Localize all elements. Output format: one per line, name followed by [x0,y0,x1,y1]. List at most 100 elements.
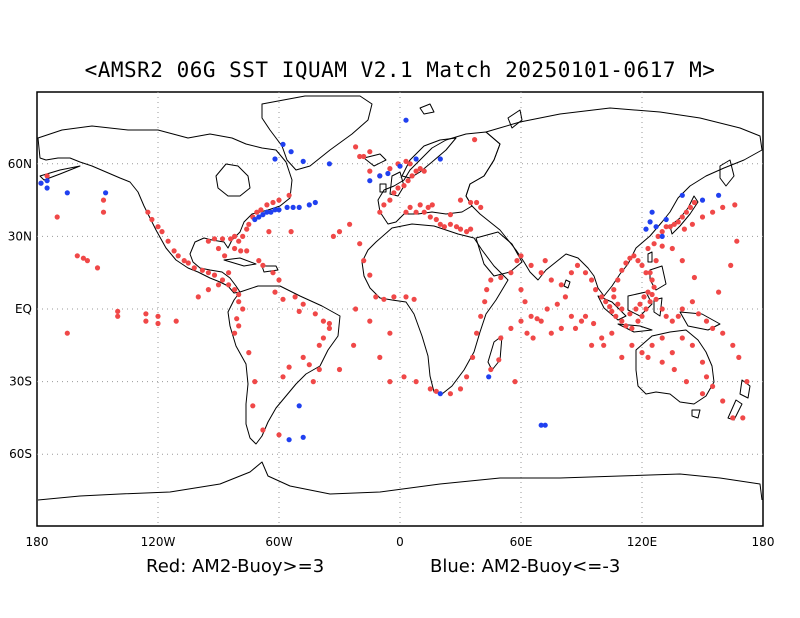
red-match-point [401,374,407,380]
red-match-point [562,294,569,300]
red-match-point [421,209,427,215]
red-match-point [236,238,242,244]
red-match-point [244,248,250,254]
blue-match-point [276,207,282,213]
blue-match-point [486,374,492,380]
red-match-point [613,313,619,319]
y-tick-label: 60N [8,157,32,171]
red-match-point [403,209,409,215]
blue-match-point [260,212,266,218]
red-match-point [720,204,726,210]
red-match-point [433,216,439,223]
coast-philippines [649,265,667,291]
x-tick-label: 0 [396,535,404,549]
red-match-point [639,313,645,319]
red-match-point [601,342,607,348]
red-match-point [232,245,238,252]
blue-match-point [397,163,403,169]
red-match-point [252,379,258,385]
red-match-point [300,354,306,360]
red-match-point [407,161,413,167]
red-match-point [653,258,659,264]
red-match-point [633,306,639,312]
red-match-point [484,287,490,293]
red-match-point [234,316,240,322]
coast-sulawesi [653,297,663,317]
map-title: <AMSR2 06G SST IQUAM V2.1 Match 20250101… [84,58,716,82]
red-match-point [669,318,675,324]
red-match-point [623,323,629,329]
legend-red-label: Red: AM2-Buoy>=3 [146,556,325,577]
coast-iceland [363,153,387,167]
red-match-point [115,308,121,314]
red-match-point [645,245,651,252]
blue-match-point [280,141,286,147]
red-match-point [548,330,554,336]
blue-match-point [300,158,306,164]
x-tick-label: 180 [752,535,775,549]
red-match-point [236,291,242,298]
x-tick-label: 60W [265,535,292,549]
red-match-point [582,313,589,319]
red-match-point [695,311,702,317]
blue-match-point [653,224,659,230]
red-match-point [679,335,685,341]
red-points-layer [38,137,750,438]
red-match-point [689,342,696,348]
red-match-point [236,299,242,305]
red-match-point [679,258,685,264]
red-match-point [165,238,171,244]
red-match-point [544,306,550,312]
blue-match-point [326,161,332,167]
blue-match-point [306,202,312,208]
legend-blue-label: Blue: AM2-Buoy<=-3 [430,556,621,577]
graticule [37,92,763,526]
blue-points-layer [38,117,722,443]
blue-match-point [659,233,665,239]
red-match-point [659,243,665,249]
red-match-point [609,308,615,314]
red-match-point [468,199,474,206]
red-match-point [720,330,726,336]
red-match-point [457,386,464,392]
red-match-point [381,202,387,208]
red-match-point [276,197,282,203]
red-match-point [518,253,524,259]
red-match-point [530,335,536,341]
blue-match-point [44,185,50,191]
red-match-point [195,294,201,300]
coast-ireland [379,183,387,193]
red-match-point [474,330,480,336]
blue-match-point [286,437,292,443]
blue-match-point [38,180,44,186]
red-match-point [405,178,411,184]
red-match-point [655,233,661,239]
red-match-point [716,289,722,295]
blue-match-point [44,178,50,184]
red-match-point [219,277,226,283]
coast-antarctica [37,461,763,501]
red-match-point [574,262,581,268]
blue-match-point [542,422,548,428]
red-match-point [175,253,181,259]
red-match-point [155,224,161,230]
red-match-point [558,282,564,288]
red-match-point [403,158,409,164]
red-match-point [306,362,312,368]
coast-taiwan [647,251,653,263]
red-match-point [391,190,397,196]
red-match-point [336,366,343,373]
blue-match-point [437,391,443,397]
red-match-point [238,248,244,254]
red-match-point [736,354,742,360]
blue-match-point [256,214,262,220]
red-match-point [643,306,649,312]
red-match-point [353,306,359,312]
red-match-point [421,168,427,174]
red-match-point [703,374,710,380]
coast-alaska [39,165,81,181]
red-match-point [199,267,205,273]
red-match-point [143,318,149,324]
red-match-point [651,241,657,247]
red-match-point [649,342,655,348]
